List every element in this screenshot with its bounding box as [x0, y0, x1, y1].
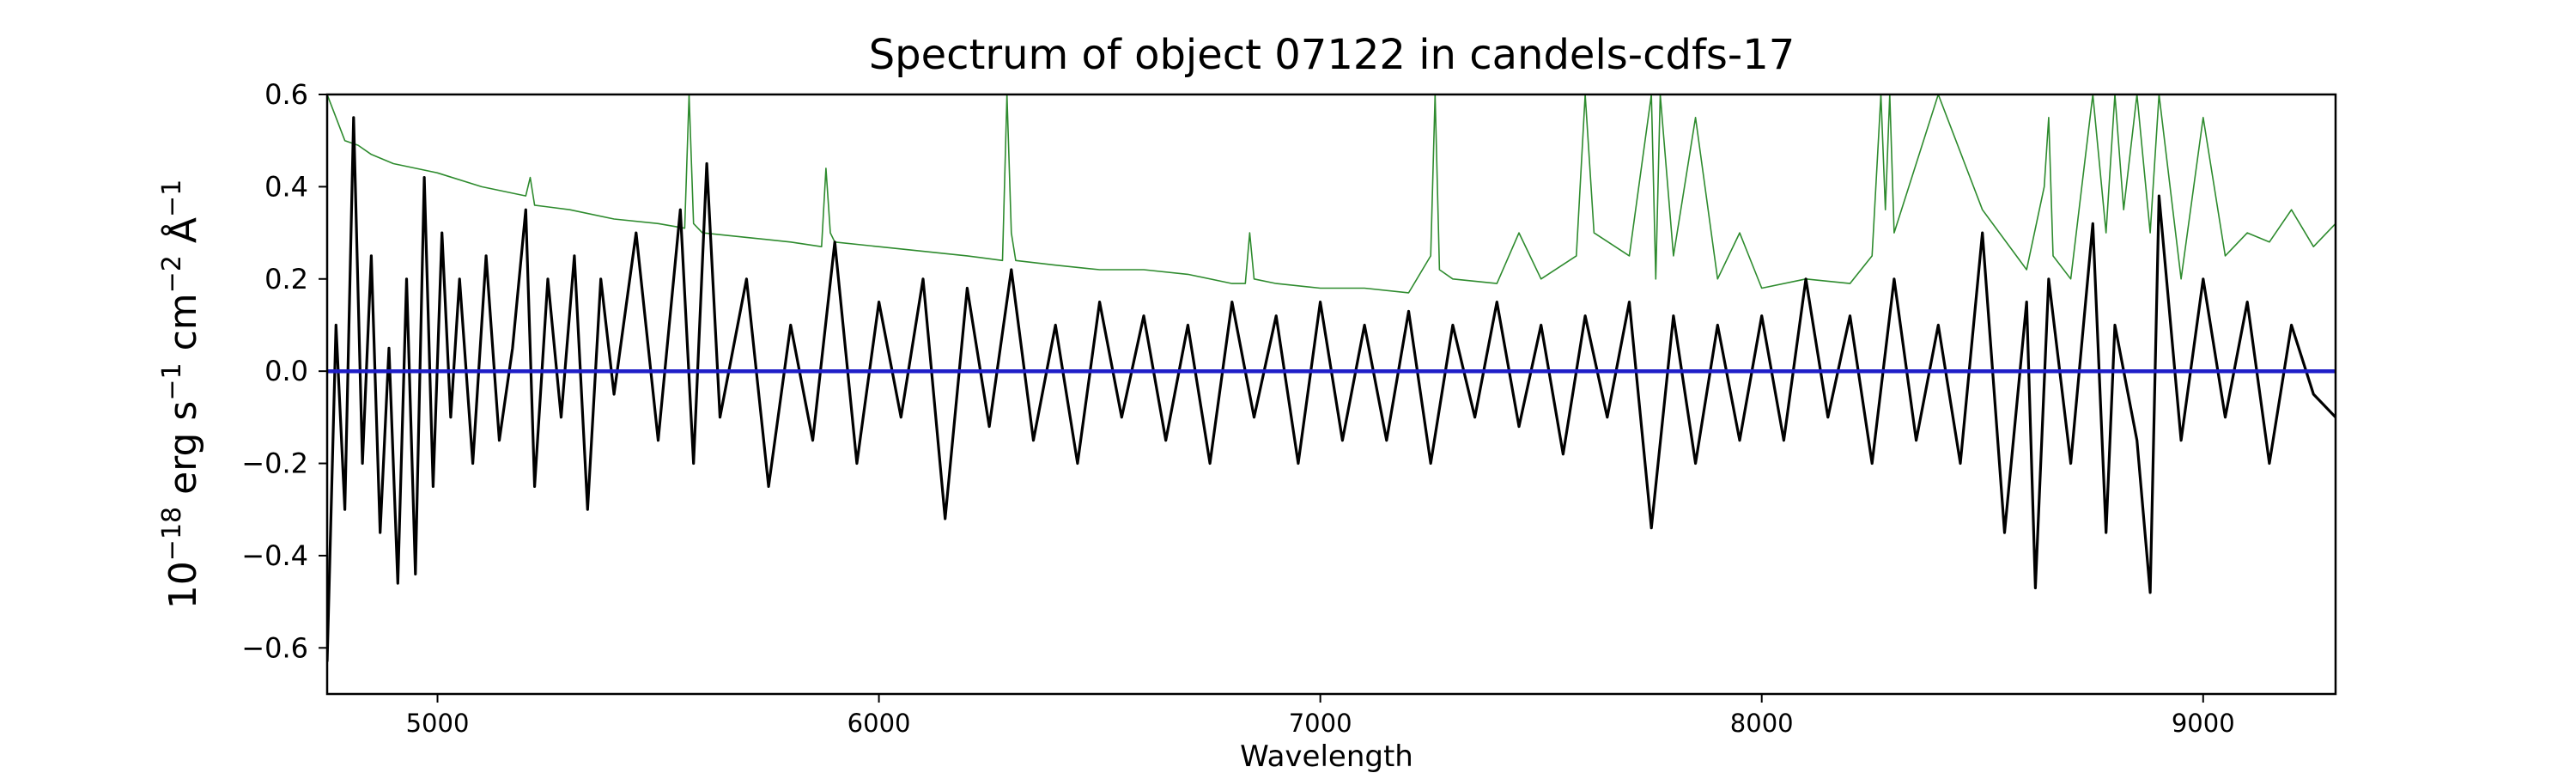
- y-axis-label: 10−18 erg s−1 cm−2 Å−1: [157, 180, 205, 609]
- x-tick-label: 7000: [1289, 709, 1352, 738]
- plot-area: [327, 94, 2336, 662]
- x-tick-label: 9000: [2172, 709, 2235, 738]
- chart-title: Spectrum of object 07122 in candels-cdfs…: [869, 31, 1795, 79]
- x-tick-label: 5000: [406, 709, 470, 738]
- error-series-line: [327, 94, 2336, 294]
- y-tick-label: 0.4: [264, 170, 308, 203]
- x-axis-label: Wavelength: [1240, 740, 1413, 773]
- y-tick-label: −0.6: [241, 631, 308, 664]
- y-tick-label: 0.6: [264, 78, 308, 111]
- y-tick-label: 0.0: [264, 355, 308, 387]
- x-tick-label: 6000: [848, 709, 911, 738]
- y-tick-label: 0.2: [264, 263, 308, 295]
- y-tick-label: −0.4: [241, 539, 308, 572]
- y-tick-label: −0.2: [241, 447, 308, 480]
- plot-frame: [325, 93, 2337, 696]
- flux-series-line: [327, 116, 2336, 662]
- x-axis: 5000 6000 7000 8000 9000: [406, 694, 2235, 738]
- x-tick-label: 8000: [1730, 709, 1794, 738]
- y-axis: −0.6 −0.4 −0.2 0.0 0.2 0.4 0.6: [241, 78, 327, 664]
